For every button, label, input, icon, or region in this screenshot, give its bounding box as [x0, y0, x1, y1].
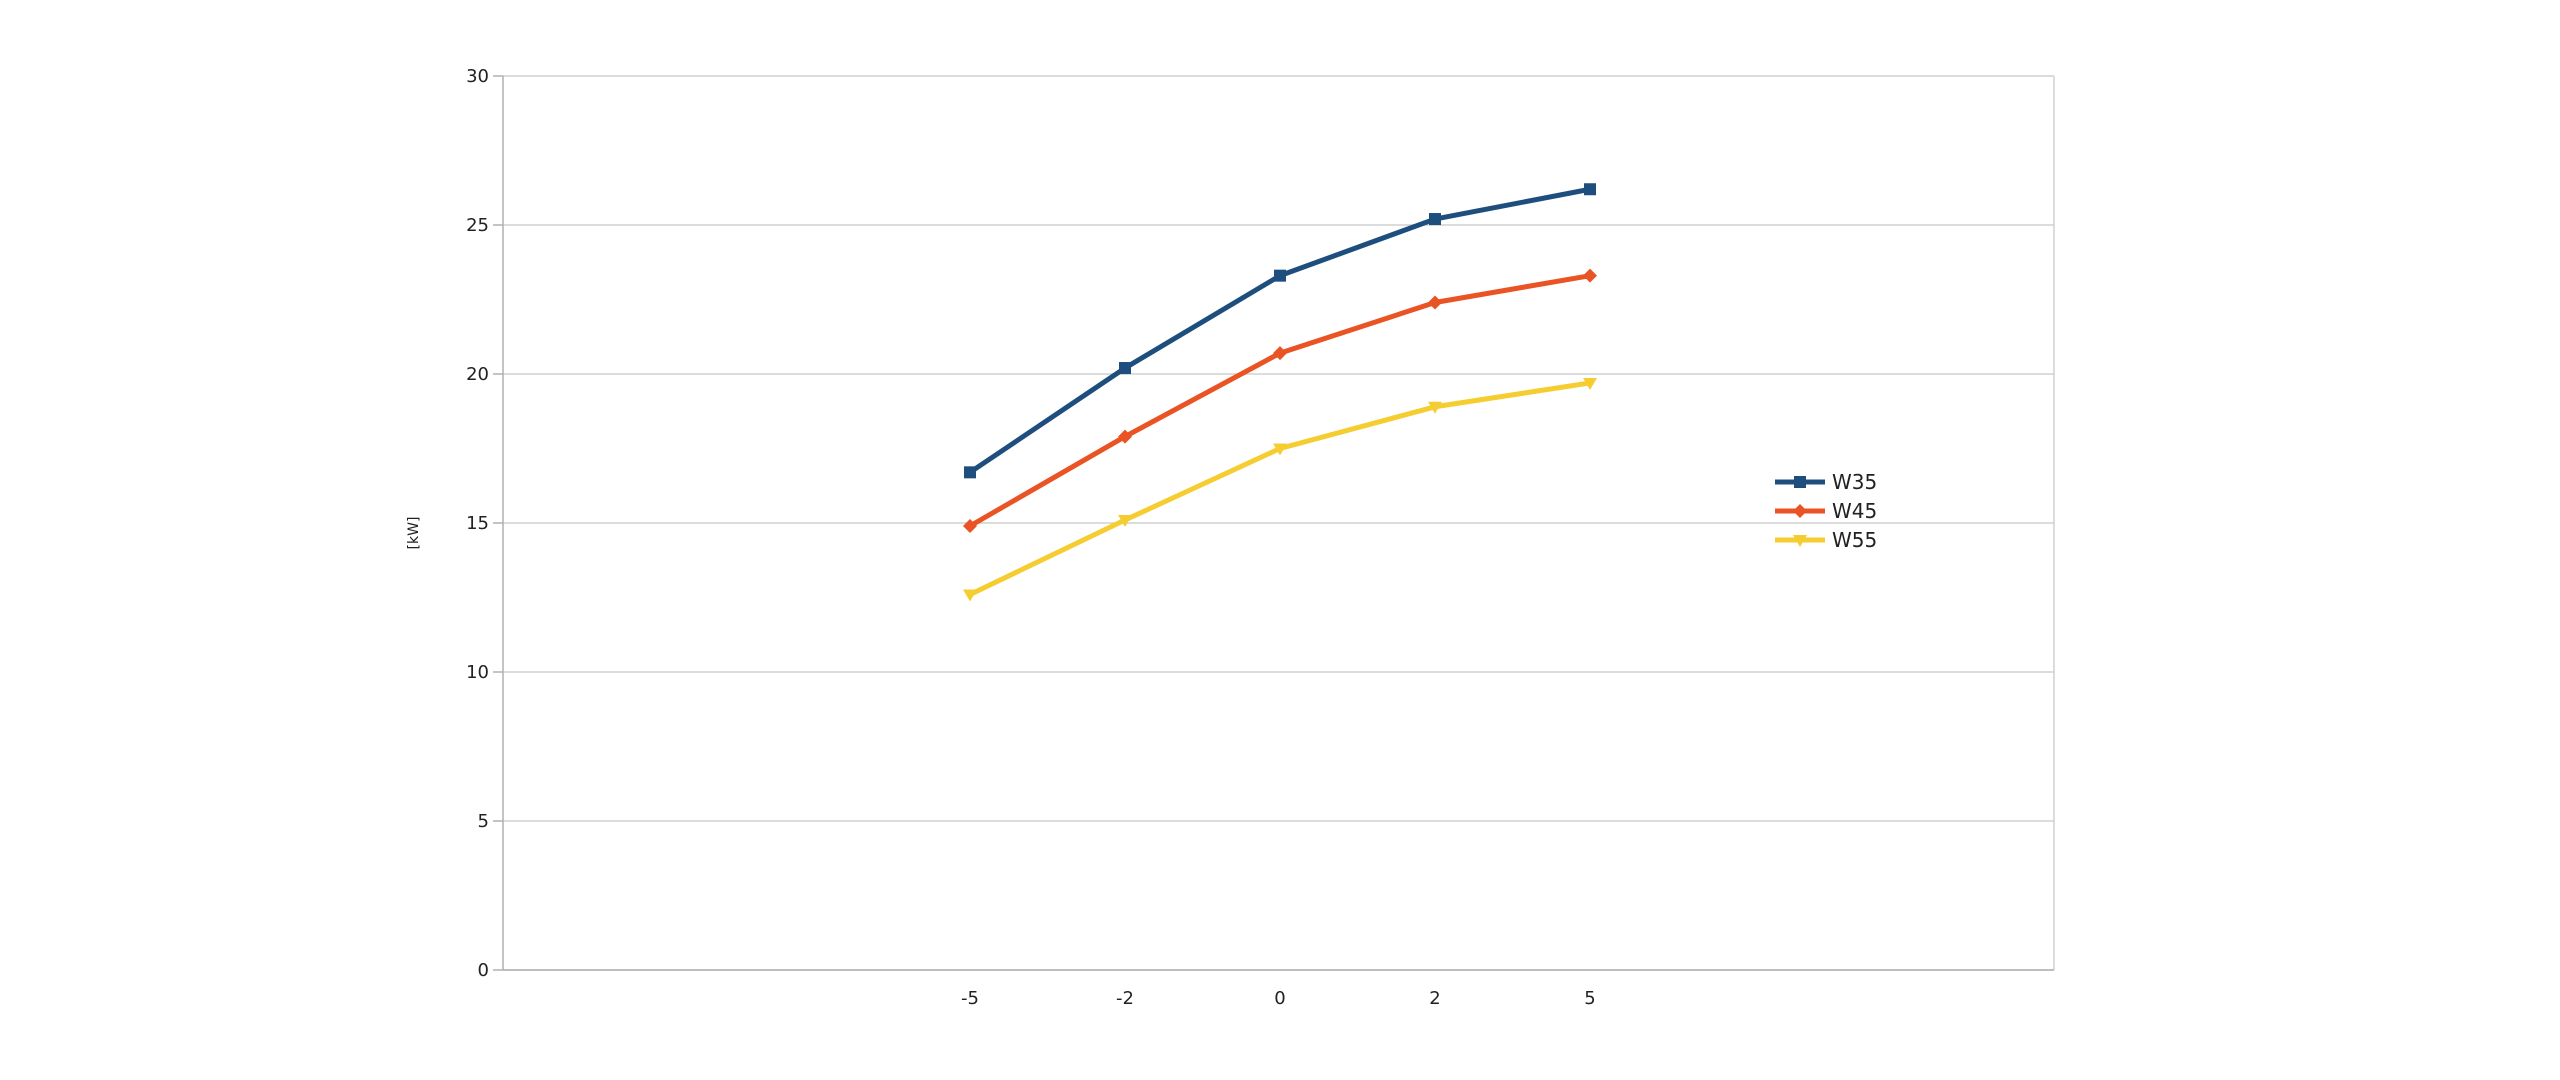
- legend-label: W35: [1832, 470, 1877, 494]
- y-tick-label: 30: [466, 66, 489, 87]
- data-point-w45: [1118, 429, 1132, 444]
- y-axis-label: [kW]: [406, 517, 422, 550]
- legend-marker: [1794, 476, 1806, 488]
- data-point-w45: [963, 518, 977, 533]
- data-point-w45: [1583, 268, 1597, 283]
- data-point-w55: [1118, 515, 1132, 528]
- grid-layer: [503, 75, 2054, 971]
- legend-entry-w55: W55: [1775, 528, 1877, 552]
- x-tick-label: -2: [1116, 988, 1134, 1009]
- legend-marker: [1793, 504, 1807, 518]
- y-tick-label: 0: [478, 960, 489, 981]
- legend: W35 W45 W55: [1775, 470, 1877, 552]
- data-point-w45: [1428, 295, 1442, 310]
- series-line-w55: [967, 380, 1593, 598]
- data-point-w55: [1273, 443, 1287, 456]
- y-tick-label: 25: [466, 215, 489, 236]
- series-w35: [964, 183, 1596, 479]
- legend-entry-w45: W45: [1775, 499, 1877, 523]
- data-point-w45: [1273, 346, 1287, 361]
- series-line-w45: [967, 273, 1593, 529]
- y-tick-label: 5: [478, 811, 489, 832]
- y-tick-label: 20: [466, 364, 489, 385]
- legend-marker: [1793, 535, 1807, 547]
- data-point-w55: [1428, 401, 1442, 414]
- legend-label: W45: [1832, 499, 1877, 523]
- data-point-w35: [1429, 213, 1441, 226]
- data-point-w35: [1119, 362, 1131, 375]
- y-tick-label: 15: [466, 513, 489, 534]
- legend-entry-w35: W35: [1775, 470, 1877, 494]
- series-line-w35: [967, 186, 1593, 475]
- x-tick-label: 0: [1274, 988, 1285, 1009]
- x-tick-label: 5: [1584, 988, 1595, 1009]
- data-point-w35: [1274, 269, 1286, 282]
- legend-label: W55: [1832, 528, 1877, 552]
- series-w45: [963, 268, 1597, 533]
- series-w55: [963, 377, 1597, 602]
- y-tick-label: 10: [466, 662, 489, 683]
- data-point-w35: [1584, 183, 1596, 196]
- data-point-w55: [963, 589, 977, 602]
- series-layer: [963, 183, 1597, 602]
- x-tick-label: -5: [961, 988, 979, 1009]
- data-point-w55: [1583, 377, 1597, 390]
- data-point-w35: [964, 466, 976, 479]
- x-tick-label: 2: [1429, 988, 1440, 1009]
